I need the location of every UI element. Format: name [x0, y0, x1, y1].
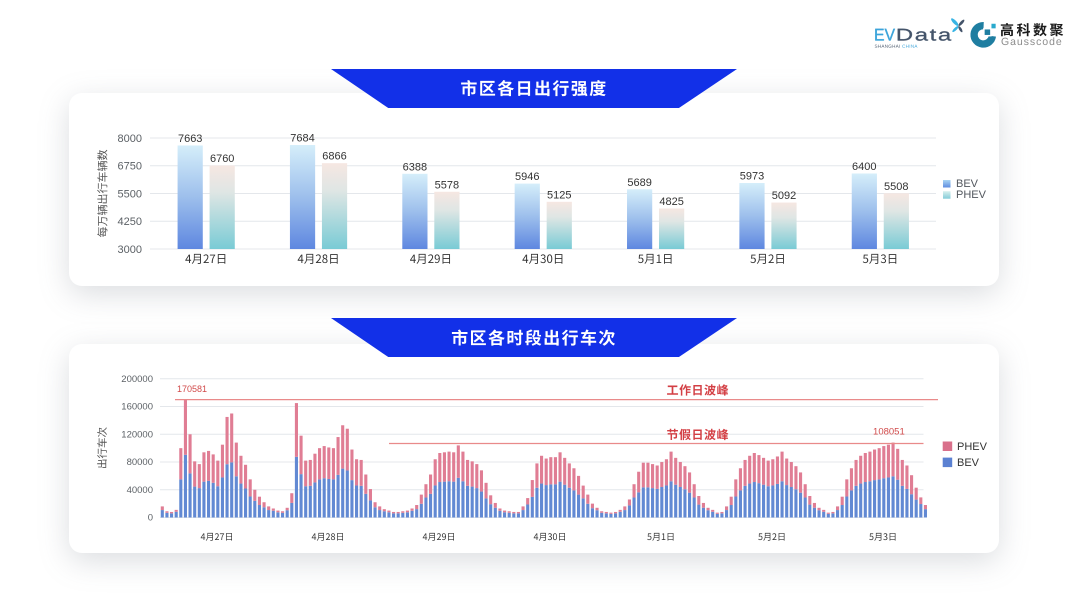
svg-text:170581: 170581: [177, 384, 207, 394]
svg-text:5578: 5578: [435, 179, 459, 191]
svg-text:3000: 3000: [118, 244, 142, 256]
svg-text:7663: 7663: [178, 133, 202, 145]
svg-text:6866: 6866: [322, 151, 346, 163]
svg-text:6400: 6400: [852, 161, 876, 173]
svg-text:5973: 5973: [740, 171, 764, 183]
svg-text:4825: 4825: [659, 196, 683, 208]
svg-text:6750: 6750: [118, 161, 142, 173]
svg-text:8000: 8000: [118, 133, 142, 145]
svg-text:200000: 200000: [121, 374, 153, 385]
svg-text:7684: 7684: [290, 133, 314, 145]
svg-text:5500: 5500: [118, 188, 142, 200]
svg-text:160000: 160000: [121, 402, 153, 413]
svg-text:120000: 120000: [121, 430, 153, 441]
svg-text:40000: 40000: [127, 485, 153, 496]
svg-text:0: 0: [148, 513, 153, 524]
svg-text:PHEV: PHEV: [957, 441, 988, 453]
svg-text:5125: 5125: [547, 189, 571, 201]
svg-text:4250: 4250: [118, 216, 142, 228]
svg-text:108051: 108051: [873, 427, 905, 438]
svg-text:PHEV: PHEV: [956, 189, 987, 201]
svg-text:BEV: BEV: [957, 457, 980, 469]
svg-text:6388: 6388: [403, 161, 427, 173]
svg-text:5092: 5092: [772, 190, 796, 202]
svg-text:5508: 5508: [884, 181, 908, 193]
svg-text:5946: 5946: [515, 171, 539, 183]
svg-text:80000: 80000: [127, 457, 153, 468]
svg-text:6760: 6760: [210, 153, 234, 165]
svg-text:BEV: BEV: [956, 178, 979, 190]
svg-text:5689: 5689: [627, 177, 651, 189]
